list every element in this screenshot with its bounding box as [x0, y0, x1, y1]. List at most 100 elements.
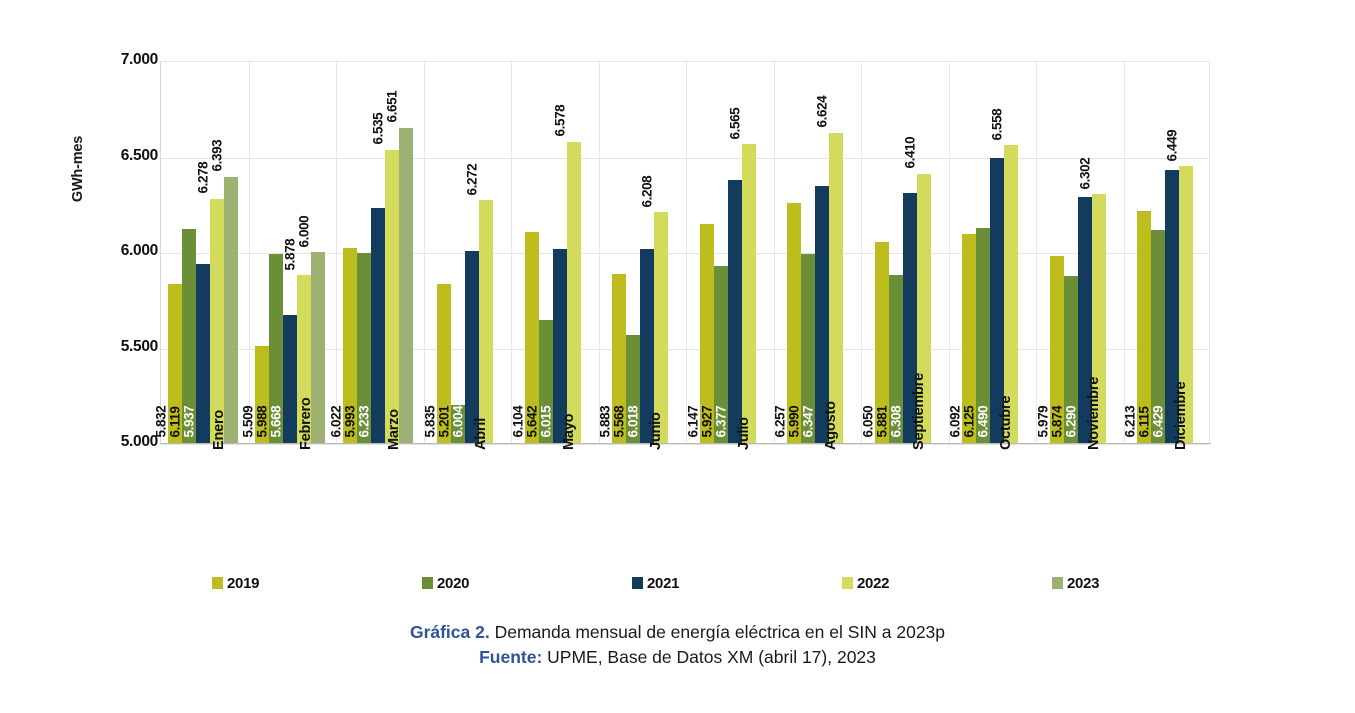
bar-row: 5.832 6.119 5.937 6.278 6.393	[153, 62, 249, 443]
bar-2022[interactable]: 6.535	[370, 113, 399, 443]
legend-item-2020[interactable]: 2020	[370, 575, 580, 592]
bar-2021[interactable]: 6.490	[976, 158, 1005, 443]
x-axis-line	[160, 443, 1211, 444]
bar-2022[interactable]: 6.565	[727, 107, 756, 443]
bar-2020[interactable]: 5.874	[1049, 276, 1078, 443]
bar-2022[interactable]: 6.558	[990, 109, 1019, 443]
bar-slot: 5.988	[255, 62, 284, 443]
bar-2022[interactable]: 6.578	[552, 105, 581, 443]
month-group: 5.835 5.201 6.004 6.272	[423, 62, 512, 443]
bar-2019[interactable]: 5.979	[1035, 256, 1064, 443]
bar-value-label: 5.993	[342, 405, 358, 437]
bar-2019[interactable]: 6.092	[948, 234, 977, 443]
bar-2019[interactable]: 6.050	[860, 242, 889, 443]
bar-slot: 6.393	[209, 62, 238, 443]
bar-2022[interactable]: 6.272	[465, 163, 494, 443]
bar-value-label: 5.883	[597, 405, 613, 437]
bar-value-label: 5.668	[268, 405, 284, 437]
bar-value-label: 6.208	[639, 175, 655, 208]
bar-value-label: 5.201	[436, 405, 452, 437]
bar-2020[interactable]: 6.115	[1137, 230, 1166, 443]
bar-2021[interactable]: 6.347	[801, 185, 830, 443]
bar-slot: 6.429	[1151, 62, 1180, 443]
bar-2020[interactable]: 6.119	[167, 229, 196, 443]
bar-row: 6.104 5.642 6.015 6.578	[510, 62, 599, 443]
bar-2020[interactable]: 5.990	[787, 253, 816, 443]
bar-2020[interactable]: 6.125	[962, 228, 991, 443]
bar-2020[interactable]: 5.568	[612, 334, 641, 443]
bar-value-label: 6.004	[450, 405, 466, 437]
bar-2021[interactable]: 6.233	[356, 207, 385, 443]
y-tick-label: 6.500	[120, 146, 159, 164]
bar-slot: 6.578	[552, 62, 581, 443]
bar-2021[interactable]: 6.015	[538, 249, 567, 443]
bar-2020[interactable]: 5.993	[342, 253, 371, 443]
bar-row: 5.509 5.988 5.668 5.878 6.000	[241, 62, 337, 443]
group-separator	[686, 62, 687, 443]
bar-2020[interactable]: 5.988	[255, 254, 284, 443]
bar-slot: 6.018	[626, 62, 655, 443]
y-tick-label: 5.500	[120, 337, 159, 355]
bar-2019[interactable]: 6.104	[510, 232, 539, 443]
bar-2021[interactable]: 6.290	[1063, 196, 1092, 443]
bar-2023[interactable]: 6.000	[297, 215, 326, 443]
bar-2019[interactable]: 6.257	[773, 202, 802, 443]
bar-2023[interactable]: 6.651	[384, 91, 413, 443]
bar-2022[interactable]: 6.208	[640, 175, 669, 443]
bar-value-label: 5.990	[786, 405, 802, 437]
bar-2020[interactable]: 5.881	[874, 274, 903, 443]
bar-value-label: 6.104	[510, 405, 526, 437]
bar-value-label: 6.308	[888, 405, 904, 437]
bar-value-label: 6.257	[772, 405, 788, 437]
bar-2019[interactable]: 5.509	[241, 345, 270, 443]
bar-2019[interactable]: 5.832	[153, 284, 182, 443]
bar-2021[interactable]: 6.377	[713, 180, 742, 443]
legend-item-2022[interactable]: 2022	[790, 575, 1000, 592]
bar-2022[interactable]: 6.624	[815, 96, 844, 443]
bar-2023[interactable]: 6.393	[209, 140, 238, 443]
bar-slot: 6.092	[948, 62, 977, 443]
bar-2021[interactable]: 6.018	[626, 248, 655, 443]
bar-2020[interactable]: 5.201	[437, 404, 466, 443]
bar-2019[interactable]: 6.147	[685, 223, 714, 443]
month-label-octubre: Octubre	[998, 395, 1015, 450]
bar-2019[interactable]: 5.883	[598, 274, 627, 443]
legend-item-2021[interactable]: 2021	[580, 575, 790, 592]
legend-item-2019[interactable]: 2019	[160, 575, 370, 592]
month-group: 6.050 5.881 6.308 6.410	[860, 62, 949, 443]
month-group: 6.213 6.115 6.429 6.449	[1123, 62, 1212, 443]
bar-slot: 6.272	[465, 62, 494, 443]
bar-2022[interactable]: 6.449	[1165, 129, 1194, 443]
month-group: 6.092 6.125 6.490 6.558	[948, 62, 1037, 443]
bar-2019[interactable]: 5.835	[423, 283, 452, 443]
bar-2021[interactable]: 5.937	[181, 264, 210, 443]
bar-2022[interactable]: 5.878	[283, 239, 312, 443]
bar-value-label: 6.278	[195, 162, 211, 194]
bar-2019[interactable]: 6.213	[1123, 211, 1152, 443]
month-group: 6.147 5.927 6.377 6.565	[685, 62, 774, 443]
bar-2022[interactable]: 6.278	[195, 162, 224, 443]
bar-2022[interactable]: 6.410	[902, 137, 931, 443]
group-separator	[861, 62, 862, 443]
y-tick-label: 6.000	[120, 242, 159, 259]
bar-slot: 5.990	[787, 62, 816, 443]
bar-slot: 6.147	[685, 62, 714, 443]
bar-2020[interactable]: 5.642	[524, 320, 553, 443]
bar-2021[interactable]: 6.004	[451, 251, 480, 443]
month-group: 6.104 5.642 6.015 6.578	[510, 62, 599, 443]
caption-source-bold: Fuente:	[479, 647, 543, 667]
bar-2020[interactable]: 5.927	[699, 265, 728, 443]
bar-value-label: 6.092	[947, 405, 963, 437]
bar-slot: 5.883	[598, 62, 627, 443]
legend-label: 2022	[857, 574, 890, 592]
bar-2021[interactable]: 6.429	[1151, 170, 1180, 443]
caption-title-rest: Demanda mensual de energía eléctrica en …	[489, 622, 946, 642]
bar-value-label: 6.272	[464, 163, 480, 196]
bar-2021[interactable]: 5.668	[269, 315, 298, 443]
bar-2021[interactable]: 6.308	[888, 193, 917, 443]
bar-2019[interactable]: 6.022	[328, 247, 357, 443]
group-separator	[423, 62, 425, 443]
bar-2022[interactable]: 6.302	[1077, 158, 1106, 443]
legend-item-2023[interactable]: 2023	[1000, 575, 1210, 592]
bar-value-label: 6.449	[1164, 129, 1180, 162]
